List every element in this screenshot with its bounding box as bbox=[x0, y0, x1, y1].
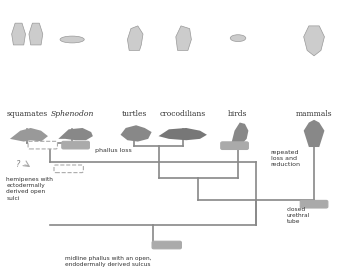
Text: birds: birds bbox=[228, 111, 248, 119]
Text: hemipenes with
ectodermally
derived open
sulci: hemipenes with ectodermally derived open… bbox=[7, 177, 53, 200]
Ellipse shape bbox=[230, 35, 246, 42]
Polygon shape bbox=[159, 128, 207, 140]
Text: ?: ? bbox=[16, 160, 21, 169]
Polygon shape bbox=[304, 120, 324, 147]
FancyBboxPatch shape bbox=[28, 141, 57, 149]
Text: repeated
loss and
reduction: repeated loss and reduction bbox=[271, 150, 301, 167]
Text: crocodilians: crocodilians bbox=[160, 111, 206, 119]
Polygon shape bbox=[12, 23, 26, 45]
Text: squamates: squamates bbox=[7, 111, 48, 119]
Ellipse shape bbox=[60, 36, 84, 43]
Text: phallus loss: phallus loss bbox=[94, 148, 131, 153]
Text: mammals: mammals bbox=[296, 111, 332, 119]
Text: turtles: turtles bbox=[122, 111, 147, 119]
FancyBboxPatch shape bbox=[300, 200, 328, 208]
Polygon shape bbox=[127, 26, 143, 50]
Text: Sphenodon: Sphenodon bbox=[50, 111, 94, 119]
Polygon shape bbox=[10, 128, 48, 142]
FancyBboxPatch shape bbox=[152, 241, 181, 249]
Text: closed
urethral
tube: closed urethral tube bbox=[286, 207, 310, 224]
Polygon shape bbox=[231, 123, 248, 144]
Polygon shape bbox=[58, 128, 93, 140]
Polygon shape bbox=[120, 125, 152, 142]
Text: midline phallus with an open,
endodermally derived sulcus: midline phallus with an open, endodermal… bbox=[65, 256, 152, 267]
Polygon shape bbox=[29, 23, 43, 45]
Polygon shape bbox=[304, 26, 324, 56]
Polygon shape bbox=[176, 26, 191, 50]
FancyBboxPatch shape bbox=[62, 141, 89, 149]
FancyBboxPatch shape bbox=[54, 165, 83, 173]
FancyBboxPatch shape bbox=[221, 142, 248, 150]
